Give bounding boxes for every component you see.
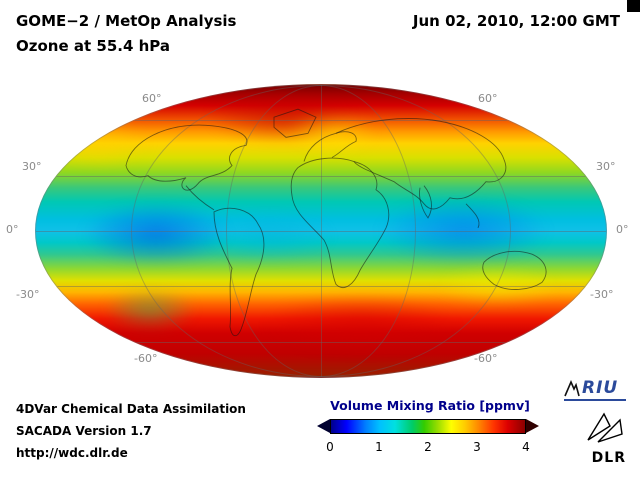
lat-label-eq-left: 0° bbox=[6, 223, 19, 236]
footer-version-label: SACADA Version 1.7 bbox=[16, 424, 152, 438]
corner-marker bbox=[627, 0, 640, 12]
riu-logo-text: RIU bbox=[582, 378, 619, 398]
footer-url: http://wdc.dlr.de bbox=[16, 446, 128, 460]
colorbar-left-arrow bbox=[317, 419, 330, 433]
prime-meridian-line bbox=[321, 85, 322, 377]
colorbar bbox=[330, 419, 526, 434]
lat-label-60s-left: -60° bbox=[134, 352, 158, 365]
dlr-emblem-icon bbox=[587, 412, 623, 443]
continent-outlines bbox=[125, 108, 547, 337]
colorbar-tick-4: 4 bbox=[522, 440, 530, 454]
colorbar-tick-3: 3 bbox=[473, 440, 481, 454]
lat-label-30s-left: -30° bbox=[16, 288, 40, 301]
colorbar-tick-1: 1 bbox=[375, 440, 383, 454]
lat-label-30s-right: -30° bbox=[590, 288, 614, 301]
lat-label-30n-left: 30° bbox=[22, 160, 42, 173]
dlr-logo: DLR bbox=[564, 410, 626, 466]
meridian-grid bbox=[226, 85, 416, 377]
colorbar-title: Volume Mixing Ratio [ppmv] bbox=[330, 398, 530, 413]
timestamp: Jun 02, 2010, 12:00 GMT bbox=[412, 12, 620, 30]
colorbar-tick-2: 2 bbox=[424, 440, 432, 454]
lat-label-60n-right: 60° bbox=[478, 92, 498, 105]
riu-logo: RIU bbox=[564, 378, 626, 401]
dlr-logo-text: DLR bbox=[591, 450, 626, 466]
riu-peak-icon bbox=[564, 379, 580, 397]
riu-logo-underline bbox=[564, 399, 626, 401]
ozone-mid-patch bbox=[47, 120, 150, 167]
page-subtitle: Ozone at 55.4 hPa bbox=[16, 37, 170, 55]
world-ozone-map bbox=[35, 84, 607, 378]
footer-assimilation-label: 4DVar Chemical Data Assimilation bbox=[16, 402, 246, 416]
lat-label-eq-right: 0° bbox=[616, 223, 629, 236]
colorbar-right-arrow bbox=[526, 419, 539, 433]
lat-label-60s-right: -60° bbox=[474, 352, 498, 365]
lat-label-30n-right: 30° bbox=[596, 160, 616, 173]
page-title: GOME−2 / MetOp Analysis bbox=[16, 12, 237, 30]
lat-label-60n-left: 60° bbox=[142, 92, 162, 105]
colorbar-tick-0: 0 bbox=[326, 440, 334, 454]
